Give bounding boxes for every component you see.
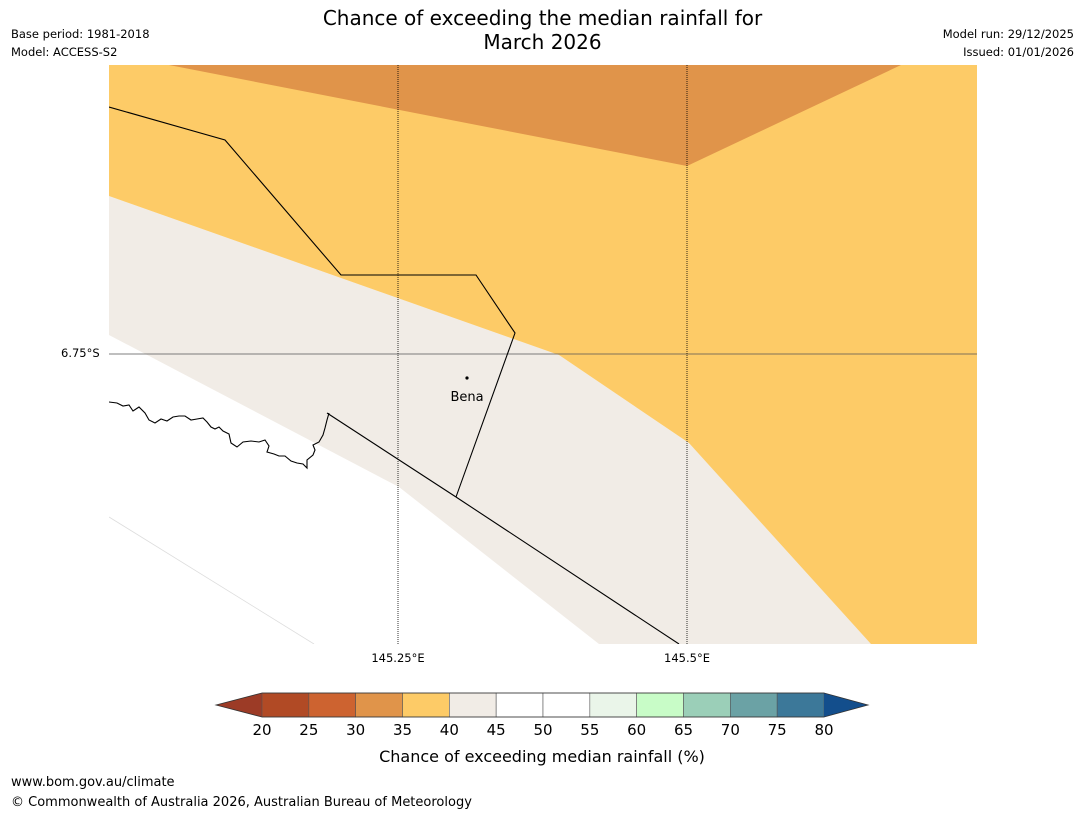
colorbar-tick-label: 25: [299, 721, 318, 739]
base-period: Base period: 1981-2018: [11, 27, 150, 41]
longitude-label-1: 145.25°E: [371, 651, 425, 665]
coastline: [109, 401, 330, 470]
colorbar-swatch: [402, 692, 450, 718]
colorbar-tick-label: 50: [533, 721, 552, 739]
band-40-45: [109, 196, 977, 644]
district-border-north: [109, 106, 516, 498]
colorbar-tick-label: 45: [487, 721, 506, 739]
faint-contour: [109, 516, 315, 644]
colorbar-swatch: [776, 692, 825, 718]
rainfall-map: Bena: [109, 65, 977, 644]
colorbar-tick-label: 65: [674, 721, 693, 739]
colorbar-tick-label: 70: [721, 721, 740, 739]
colorbar-swatch: [449, 692, 497, 718]
colorbar-swatch: [730, 692, 778, 718]
colorbar-tick-label: 35: [393, 721, 412, 739]
colorbar-high-arrow: [824, 693, 868, 717]
colorbar-swatch: [589, 692, 637, 718]
colorbar-tick-label: 20: [252, 721, 271, 739]
issued-date: Issued: 01/01/2026: [963, 45, 1074, 59]
colorbar-tick-label: 40: [440, 721, 459, 739]
colorbar-low-arrow: [216, 693, 262, 717]
colorbar-tick-label: 75: [768, 721, 787, 739]
bena-location-dot: [465, 376, 469, 380]
footer-copyright: © Commonwealth of Australia 2026, Austra…: [11, 795, 472, 810]
colorbar-outline: [214, 692, 870, 718]
colorbar-ticks: 20 25 30 35 40 45 50 55 60 65 70 75 80: [252, 721, 833, 739]
colorbar-swatches: [261, 692, 825, 718]
colorbar-label: Chance of exceeding median rainfall (%): [379, 747, 705, 766]
colorbar-swatch: [355, 692, 403, 718]
colorbar-tick-label: 60: [627, 721, 646, 739]
district-border-south-west: [326, 412, 457, 498]
colorbar-swatch: [683, 692, 731, 718]
meta-left: Base period: 1981-2018 Model: ACCESS-S2: [11, 25, 150, 61]
model-name: Model: ACCESS-S2: [11, 45, 118, 59]
colorbar: 20 25 30 35 40 45 50 55 60 65 70 75 80 Chance of exc…: [214, 692, 870, 766]
colorbar-swatch: [495, 692, 544, 718]
colorbar-swatch: [308, 692, 356, 718]
latitude-label: 6.75°S: [61, 346, 100, 360]
map-title-line-2: March 2026: [483, 30, 602, 54]
colorbar-tick-label: 80: [814, 721, 833, 739]
district-border-south-east: [455, 496, 680, 644]
colorbar-swatch: [261, 692, 310, 718]
colorbar-swatch: [636, 692, 684, 718]
colorbar-swatch: [542, 692, 591, 718]
meta-right: Model run: 29/12/2025 Issued: 01/01/2026: [943, 25, 1074, 61]
map-title: Chance of exceeding the median rainfall …: [0, 6, 1085, 54]
footer-url: www.bom.gov.au/climate: [11, 775, 175, 790]
colorbar-tick-label: 30: [346, 721, 365, 739]
colorbar-tick-label: 55: [580, 721, 599, 739]
bena-label: Bena: [450, 390, 483, 405]
band-30-35: [169, 65, 901, 166]
model-run: Model run: 29/12/2025: [942, 27, 1074, 41]
band-35-40: [109, 65, 977, 644]
longitude-label-2: 145.5°E: [664, 651, 710, 665]
map-title-line-1: Chance of exceeding the median rainfall …: [322, 6, 763, 30]
